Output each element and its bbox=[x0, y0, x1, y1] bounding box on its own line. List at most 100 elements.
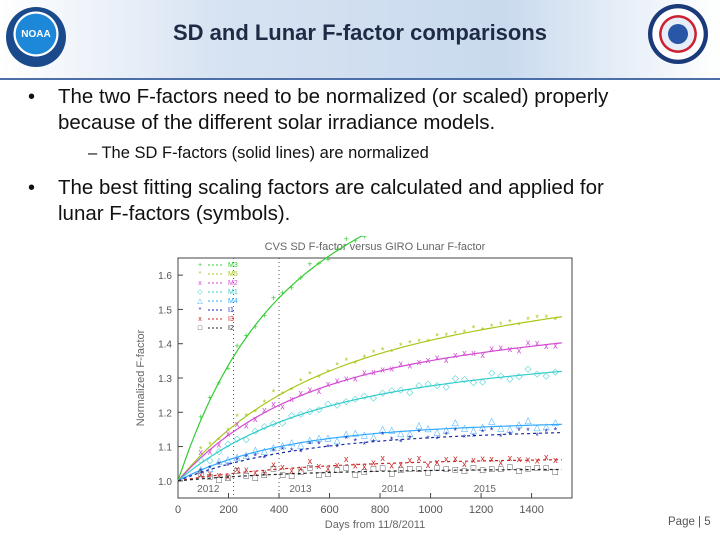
marker-I1: * bbox=[290, 446, 294, 456]
marker-M3: + bbox=[353, 236, 358, 246]
marker-M4: △ bbox=[497, 422, 504, 432]
marker-M4: △ bbox=[297, 439, 304, 449]
marker-I1: * bbox=[535, 431, 539, 441]
marker-I3: x bbox=[499, 457, 504, 467]
marker-I2: □ bbox=[362, 467, 368, 477]
marker-I2: □ bbox=[198, 469, 204, 479]
header-divider bbox=[0, 78, 720, 80]
marker-M2: x bbox=[308, 385, 313, 395]
marker-I3: x bbox=[426, 460, 431, 470]
x-tick-label: 800 bbox=[371, 504, 389, 516]
series-line-I1 bbox=[177, 432, 562, 482]
marker-M5: * bbox=[263, 398, 267, 408]
legend-label-I2: I2 bbox=[228, 325, 234, 332]
marker-M5: * bbox=[399, 341, 403, 351]
marker-M2: x bbox=[262, 405, 267, 415]
marker-M5: * bbox=[472, 324, 476, 334]
marker-M2: x bbox=[298, 388, 303, 398]
marker-M5: * bbox=[417, 337, 421, 347]
marker-M1: ◇ bbox=[397, 384, 404, 394]
marker-I1: * bbox=[263, 454, 267, 464]
marker-I2: □ bbox=[544, 463, 550, 473]
marker-M4: △ bbox=[234, 451, 241, 461]
x-tick-label: 600 bbox=[320, 504, 338, 516]
marker-M4: △ bbox=[306, 435, 313, 445]
marker-I2: □ bbox=[380, 463, 386, 473]
marker-I1: * bbox=[390, 435, 394, 445]
marker-M4: △ bbox=[361, 430, 368, 440]
chart-svg: CVS SD F-factor versus GIRO Lunar F-fact… bbox=[135, 154, 573, 531]
marker-M4: △ bbox=[315, 433, 322, 443]
legend-label-I3: I3 bbox=[228, 316, 234, 323]
marker-M1: ◇ bbox=[543, 370, 550, 380]
marker-M5: * bbox=[517, 320, 521, 330]
marker-M5: * bbox=[426, 337, 430, 347]
marker-I1: * bbox=[444, 430, 448, 440]
slide-header: NOAA SD and Lunar F-factor comparisons bbox=[0, 0, 720, 78]
marker-M3: + bbox=[253, 322, 258, 332]
marker-M4: △ bbox=[406, 428, 413, 438]
marker-M3: + bbox=[362, 236, 367, 242]
marker-M4: △ bbox=[443, 425, 450, 435]
y-tick-label: 1.1 bbox=[158, 443, 172, 454]
marker-M3: + bbox=[234, 341, 239, 351]
marker-M5: * bbox=[535, 313, 539, 323]
marker-I2: □ bbox=[343, 463, 349, 473]
marker-I2: □ bbox=[243, 470, 249, 480]
marker-I2: □ bbox=[525, 463, 531, 473]
marker-M1: ◇ bbox=[415, 380, 422, 390]
x-tick-label: 1400 bbox=[519, 504, 543, 516]
marker-M5: * bbox=[290, 385, 294, 395]
marker-M5: * bbox=[390, 347, 394, 357]
marker-M5: * bbox=[435, 331, 439, 341]
marker-I1: * bbox=[272, 446, 276, 456]
marker-M1: ◇ bbox=[234, 434, 241, 444]
marker-I2: □ bbox=[280, 470, 286, 480]
marker-M1: ◇ bbox=[252, 426, 259, 436]
marker-I3: x bbox=[317, 461, 322, 471]
marker-M1: ◇ bbox=[425, 379, 432, 389]
marker-M5: * bbox=[226, 426, 230, 436]
marker-M4: △ bbox=[279, 440, 286, 450]
marker-M4: △ bbox=[261, 445, 268, 455]
nssc-logo-icon bbox=[648, 4, 708, 64]
marker-I1: * bbox=[417, 427, 421, 437]
marker-I1: * bbox=[235, 455, 239, 465]
marker-I2: □ bbox=[353, 469, 359, 479]
marker-M2: x bbox=[517, 345, 522, 355]
marker-I2: □ bbox=[498, 464, 504, 474]
marker-M2: x bbox=[526, 337, 531, 347]
marker-M2: x bbox=[535, 338, 540, 348]
marker-M2: x bbox=[326, 379, 331, 389]
marker-M5: * bbox=[272, 388, 276, 398]
marker-M5: * bbox=[199, 445, 203, 455]
marker-M2: x bbox=[344, 374, 349, 384]
marker-M4: △ bbox=[252, 444, 259, 454]
marker-I1: * bbox=[399, 437, 403, 447]
marker-I1: * bbox=[408, 434, 412, 444]
marker-I2: □ bbox=[416, 464, 422, 474]
marker-M2: x bbox=[408, 360, 413, 370]
marker-M3: + bbox=[207, 393, 212, 403]
series-line-I2 bbox=[177, 468, 562, 482]
marker-M2: x bbox=[226, 429, 231, 439]
marker-M3: + bbox=[244, 330, 249, 340]
marker-I2: □ bbox=[334, 465, 340, 475]
marker-M1: ◇ bbox=[379, 387, 386, 397]
marker-I3: x bbox=[462, 459, 467, 469]
marker-I1: * bbox=[499, 432, 503, 442]
marker-M2: x bbox=[499, 342, 504, 352]
marker-M4: △ bbox=[534, 422, 541, 432]
marker-I2: □ bbox=[371, 464, 377, 474]
legend-label-M2: M2 bbox=[228, 280, 238, 287]
series-line-M5 bbox=[177, 316, 562, 482]
marker-M4: △ bbox=[461, 422, 468, 432]
x-axis-label: Days from 11/8/2011 bbox=[325, 519, 425, 531]
marker-I3: x bbox=[417, 453, 422, 463]
bullet-2-line-1: The best fitting scaling factors are cal… bbox=[58, 176, 604, 199]
marker-M1: ◇ bbox=[288, 410, 295, 420]
y-axis-label: Normalized F-factor bbox=[135, 329, 147, 426]
marker-M1: ◇ bbox=[352, 393, 359, 403]
marker-I3: x bbox=[353, 461, 358, 471]
marker-I1: * bbox=[472, 432, 476, 442]
